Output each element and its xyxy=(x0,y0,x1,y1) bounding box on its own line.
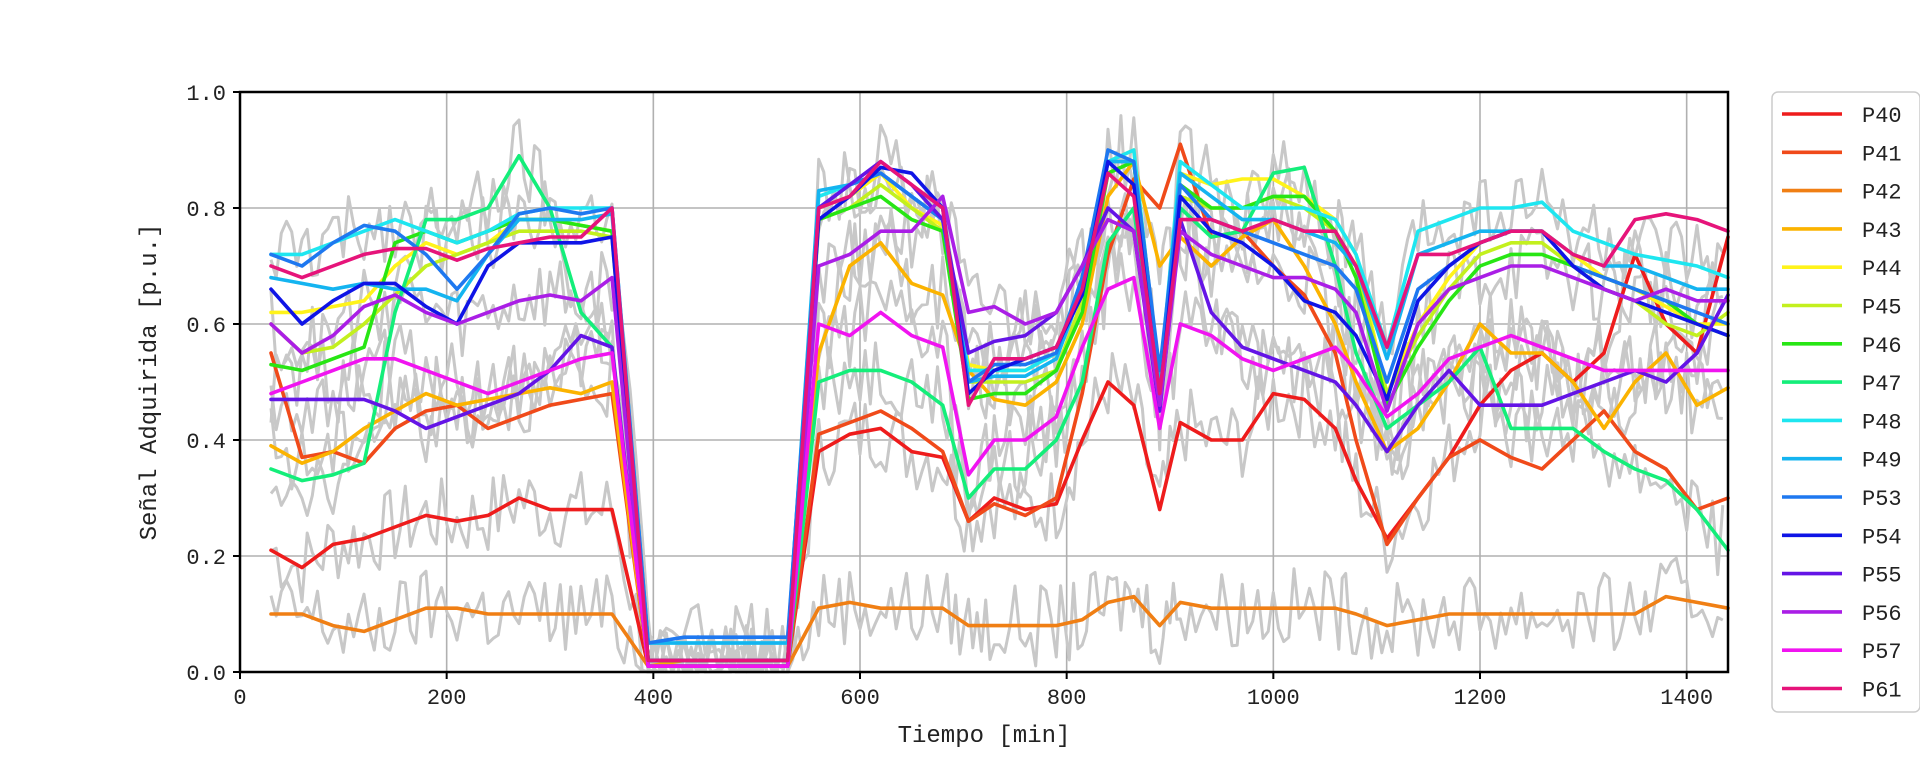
legend-label: P41 xyxy=(1862,142,1902,167)
x-tick-label: 1000 xyxy=(1247,686,1300,711)
legend-label: P53 xyxy=(1862,487,1902,512)
legend-label: P55 xyxy=(1862,564,1902,589)
y-tick-label: 0.6 xyxy=(186,314,226,339)
series-line-p56 xyxy=(269,194,1730,668)
raw-signal-line xyxy=(270,229,1725,674)
y-tick-label: 0.8 xyxy=(186,198,226,223)
legend-label: P54 xyxy=(1862,525,1902,550)
legend-label: P49 xyxy=(1862,449,1902,474)
raw-signal-line xyxy=(269,556,1724,674)
x-tick-label: 1400 xyxy=(1660,686,1713,711)
y-axis-label: Señal Adquirida [p.u.] xyxy=(137,224,164,541)
legend-label: P57 xyxy=(1862,640,1902,665)
series-line-p42 xyxy=(269,594,1730,668)
legend: P40 P41 P42 P43 P44 P45 P46 P47 P48 P49 P53 P54 P55 P… xyxy=(1771,91,1920,713)
x-axis-label: Tiempo [min] xyxy=(898,723,1071,750)
x-tick-label: 600 xyxy=(840,686,880,711)
legend-label: P48 xyxy=(1862,410,1902,435)
plot-frame xyxy=(238,90,1730,674)
y-tick-label: 0.0 xyxy=(186,662,226,687)
legend-label: P44 xyxy=(1862,257,1902,282)
legend-label: P47 xyxy=(1862,372,1902,397)
legend-label: P56 xyxy=(1862,602,1902,627)
legend-box xyxy=(1771,91,1920,713)
axis-ticks: 0 200 400 600 800 1000 1200 1400 0.0 0.2 0.4 0.6 0.8… xyxy=(186,82,1713,711)
x-tick-label: 800 xyxy=(1047,686,1087,711)
raw-signal-line xyxy=(269,245,1725,674)
series-line-p45 xyxy=(269,159,1730,663)
x-tick-label: 0 xyxy=(233,686,246,711)
raw-signal-line xyxy=(269,114,1725,674)
x-tick-label: 1200 xyxy=(1454,686,1507,711)
raw-signal-line xyxy=(269,118,1725,674)
y-tick-label: 0.4 xyxy=(186,430,226,455)
legend-label: P45 xyxy=(1862,296,1902,321)
legend-label: P46 xyxy=(1862,334,1902,359)
y-tick-label: 1.0 xyxy=(186,82,226,107)
x-tick-label: 400 xyxy=(634,686,674,711)
x-tick-label: 200 xyxy=(427,686,467,711)
series-line-p57 xyxy=(269,275,1730,668)
series-layer xyxy=(269,142,1730,668)
raw-signal-line xyxy=(269,174,1725,674)
y-tick-label: 0.2 xyxy=(186,546,226,571)
legend-label: P43 xyxy=(1862,219,1902,244)
series-line-p49 xyxy=(269,159,1730,645)
legend-label: P42 xyxy=(1862,181,1902,206)
series-line-p55 xyxy=(269,159,1730,668)
series-line-p61 xyxy=(269,159,1730,663)
legend-label: P40 xyxy=(1862,104,1902,129)
legend-label: P61 xyxy=(1862,679,1902,704)
series-line-p41 xyxy=(269,142,1730,668)
